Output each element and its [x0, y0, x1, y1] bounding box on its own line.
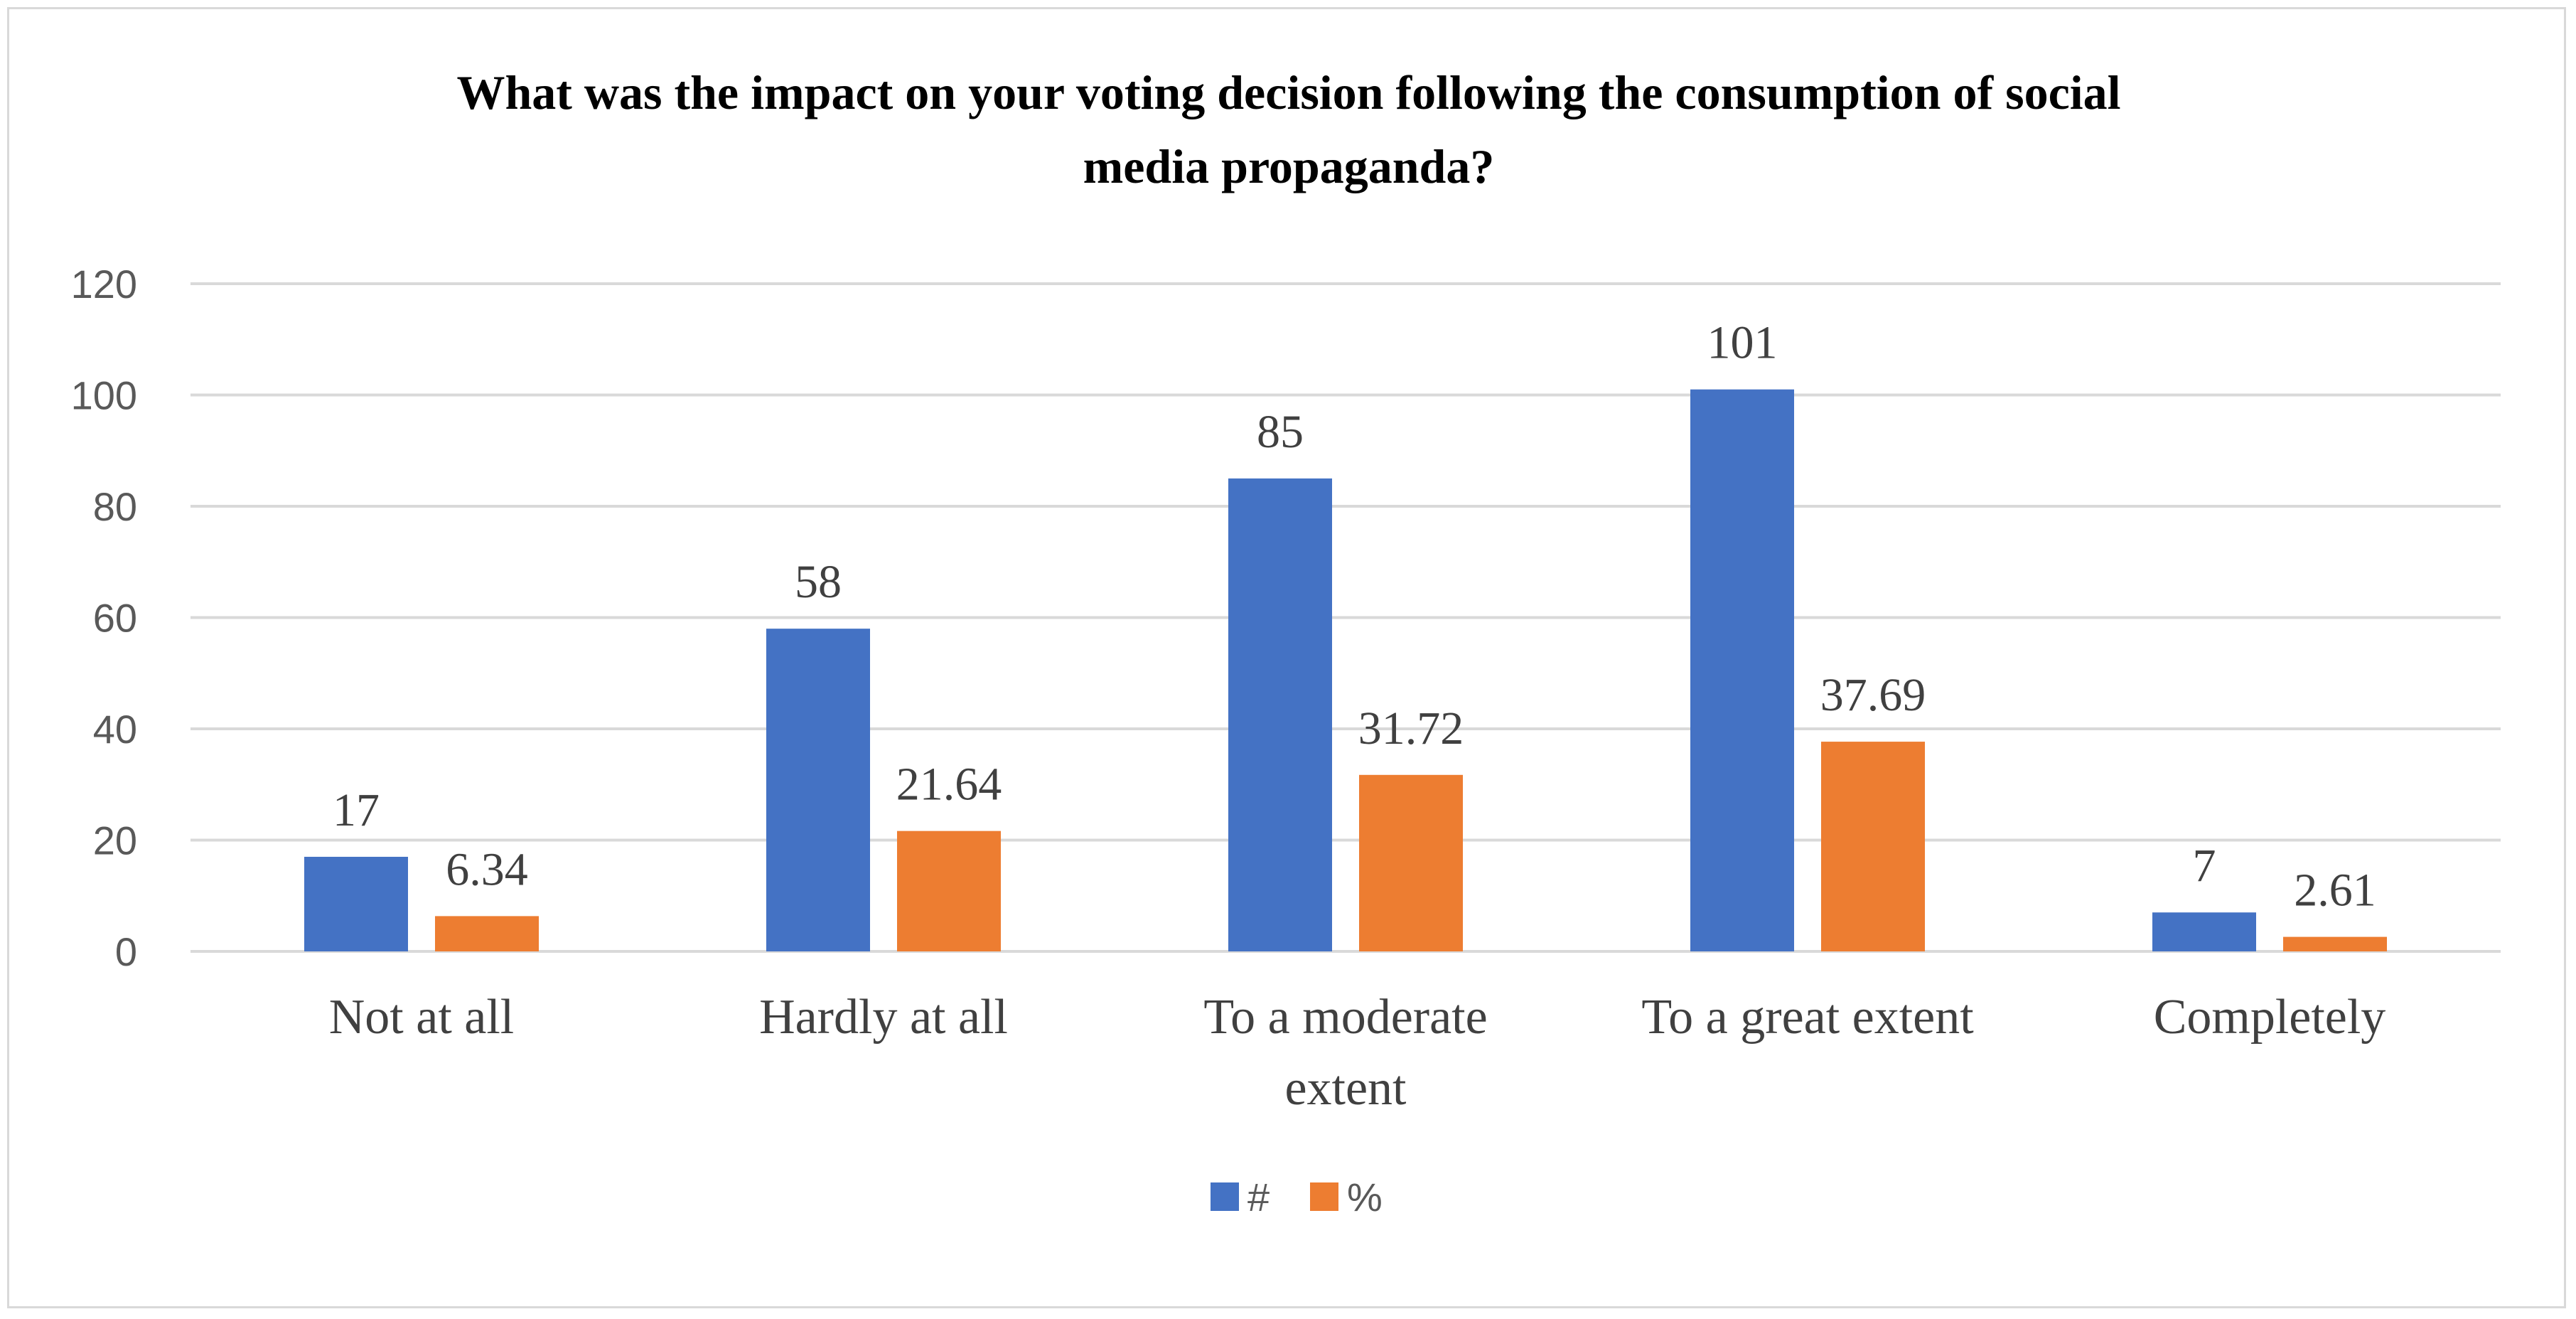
data-label: 37.69	[1820, 669, 1926, 721]
x-category-label: extent	[1284, 1061, 1407, 1116]
bar-count	[1690, 389, 1794, 951]
y-tick-label: 120	[71, 262, 137, 306]
x-category-label: To a great extent	[1641, 990, 1974, 1045]
legend-label: #	[1247, 1175, 1270, 1219]
y-tick-label: 40	[93, 707, 137, 752]
bar-percent	[1821, 742, 1925, 951]
bar-count	[2152, 912, 2256, 951]
chart-title-line: What was the impact on your voting decis…	[456, 65, 2120, 119]
bar-percent	[1359, 774, 1463, 951]
legend-label: %	[1347, 1175, 1383, 1219]
bar-percent	[435, 916, 539, 951]
y-axis-ticks: 0 20 40 60 80 100 120	[71, 262, 137, 974]
x-category-label: Completely	[2154, 990, 2386, 1045]
x-category-label: To a moderate	[1203, 990, 1487, 1045]
data-labels: 17 6.34 58 21.64 85 31.72 101 37.69 7 2.61	[333, 317, 2376, 917]
legend-swatch	[1211, 1182, 1239, 1211]
bar-count	[304, 856, 408, 951]
chart-title-line: media propaganda?	[1083, 139, 1495, 193]
bars	[304, 389, 2387, 951]
data-label: 101	[1707, 317, 1778, 369]
bar-percent	[2283, 936, 2387, 951]
data-label: 21.64	[896, 759, 1002, 811]
x-axis-categories: Not at all Hardly at all To a moderate exte…	[329, 990, 2386, 1116]
data-label: 6.34	[446, 843, 528, 895]
legend: #%	[1211, 1175, 1383, 1219]
y-tick-label: 80	[93, 484, 137, 529]
bar-count	[1228, 478, 1332, 951]
chart-frame: What was the impact on your voting decis…	[7, 7, 2566, 1308]
data-label: 2.61	[2294, 865, 2376, 917]
data-label: 7	[2193, 840, 2216, 892]
bar-percent	[897, 831, 1001, 951]
x-category-label: Not at all	[329, 990, 514, 1045]
bar-count	[766, 629, 870, 951]
data-label: 58	[795, 556, 842, 608]
data-label: 17	[333, 784, 380, 836]
legend-swatch	[1310, 1182, 1338, 1211]
chart-title: What was the impact on your voting decis…	[456, 65, 2120, 193]
y-tick-label: 20	[93, 818, 137, 863]
gridlines	[190, 282, 2501, 953]
chart-svg: What was the impact on your voting decis…	[71, 65, 2501, 1219]
y-tick-label: 100	[71, 373, 137, 418]
y-tick-label: 0	[115, 929, 137, 974]
data-label: 85	[1257, 406, 1304, 458]
y-tick-label: 60	[93, 596, 137, 641]
x-category-label: Hardly at all	[759, 990, 1008, 1045]
data-label: 31.72	[1358, 703, 1464, 754]
